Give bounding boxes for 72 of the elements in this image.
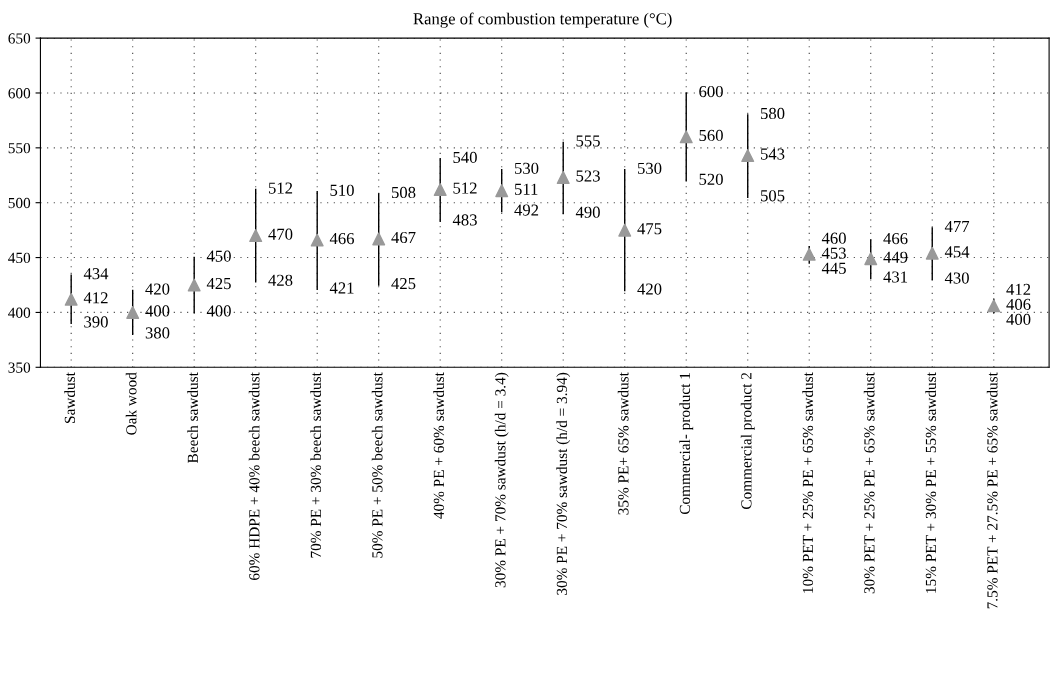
- annotation: 530: [514, 162, 539, 174]
- y-tick-label: 650: [8, 33, 31, 44]
- annotation: 512: [268, 182, 293, 194]
- y-tick-label: 350: [8, 362, 31, 373]
- chart-title: Range of combustion temperature (°C): [413, 12, 672, 28]
- annotation: 420: [637, 283, 662, 295]
- annotation: 520: [699, 173, 723, 185]
- annotation: 505: [761, 190, 785, 202]
- annotation: 490: [575, 206, 600, 218]
- annotation: 400: [206, 305, 231, 317]
- annotation: 428: [268, 274, 293, 286]
- annotation: 380: [145, 327, 170, 339]
- x-tick-label: 30% PE + 70% sawdust (h/d = 3.4): [494, 372, 509, 588]
- annotation: 460: [821, 232, 846, 244]
- annotation: 483: [452, 214, 477, 226]
- annotation: 420: [145, 283, 170, 295]
- annotation: 430: [944, 272, 969, 284]
- y-tick-label: 400: [8, 307, 31, 318]
- data-label: 449: [883, 251, 908, 263]
- annotation: 580: [761, 107, 785, 120]
- y-tick-label: 600: [8, 88, 31, 99]
- annotation: 466: [883, 232, 908, 245]
- x-tick-label: 50% PE + 50% beech sawdust: [371, 372, 383, 558]
- x-tick-label: 7.5% PET + 27.5% PE + 65% sawdust: [986, 372, 998, 609]
- data-label: 467: [391, 231, 416, 244]
- x-tick-label: Commercial product 2: [740, 373, 755, 509]
- x-tick-label: 15% PET + 30% PE + 55% sawdust: [925, 372, 937, 593]
- x-tick-label: Commercial- product 1: [679, 373, 694, 515]
- x-tick-label: 60% HDPE + 40% beech sawdust: [248, 372, 260, 580]
- annotation: 421: [329, 282, 354, 294]
- annotation: 508: [391, 186, 416, 199]
- annotation: 425: [391, 277, 416, 290]
- data-label: 400: [145, 305, 170, 317]
- data-label: 453: [821, 247, 846, 259]
- annotation: 450: [206, 250, 231, 262]
- annotation: 412: [1006, 283, 1031, 295]
- x-tick-label: 40% PE + 60% sawdust: [433, 372, 445, 519]
- data-label: 470: [268, 228, 293, 240]
- data-label: 512: [453, 182, 477, 194]
- x-tick-label: 30% PET + 25% PE + 65% sawdust: [863, 372, 875, 594]
- annotation: 434: [83, 268, 109, 280]
- annotation: 445: [821, 262, 846, 274]
- annotation: 540: [453, 151, 477, 163]
- x-tick-label: Sawdust: [64, 372, 76, 423]
- y-tick-label: 500: [8, 197, 31, 209]
- y-tick-label: 450: [8, 252, 31, 264]
- annotation: 530: [637, 162, 662, 174]
- annotation: 477: [944, 220, 970, 232]
- x-tick-label: Oak wood: [125, 372, 137, 435]
- data-label: 466: [329, 232, 355, 245]
- annotation: 431: [883, 271, 908, 283]
- annotation: 400: [1006, 313, 1031, 326]
- x-tick-label: 10% PET + 25% PE + 65% sawdust: [802, 372, 814, 593]
- annotation: 555: [576, 135, 600, 147]
- data-label: 425: [206, 277, 231, 290]
- data-label: 412: [83, 292, 108, 304]
- x-tick-label: 70% PE + 30% beech sawdust: [310, 372, 322, 558]
- y-tick-label: 550: [8, 142, 31, 154]
- data-label: 511: [514, 183, 538, 195]
- data-label: 475: [637, 223, 662, 235]
- x-tick-label: 35% PE+ 65% sawdust: [617, 372, 629, 515]
- data-label: 543: [761, 148, 785, 160]
- annotation: 510: [330, 184, 354, 196]
- annotation: 600: [699, 85, 723, 98]
- annotation: 390: [84, 316, 108, 328]
- data-label: 406: [1006, 298, 1031, 311]
- data-label: 523: [576, 170, 600, 182]
- data-label: 560: [699, 129, 723, 142]
- annotation: 492: [514, 204, 539, 216]
- data-label: 454: [944, 246, 970, 258]
- x-tick-label: Beech sawdust: [187, 372, 199, 463]
- x-tick-label: 30% PE + 70% sawdust (h/d = 3.94): [556, 372, 571, 595]
